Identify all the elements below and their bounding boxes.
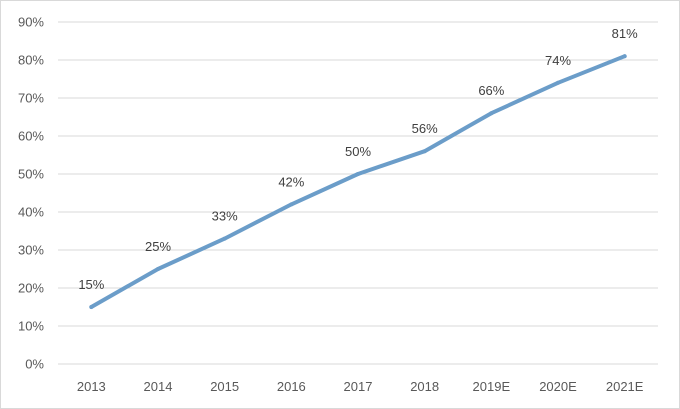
x-tick-label: 2017 bbox=[344, 379, 373, 394]
x-axis-tick-labels: 2013 2014 2015 2016 2017 2018 2019E 2020E 2021E bbox=[77, 379, 644, 394]
data-point bbox=[422, 149, 427, 154]
data-label: 15% bbox=[78, 277, 104, 292]
x-tick-label: 2021E bbox=[606, 379, 644, 394]
data-labels: 15% 25% 33% 42% 50% 56% 66% 74% 81% bbox=[78, 26, 638, 292]
data-point bbox=[556, 80, 560, 85]
y-tick-label: 90% bbox=[18, 15, 44, 30]
y-tick-label: 20% bbox=[18, 281, 44, 296]
data-label: 25% bbox=[145, 239, 171, 254]
data-label: 66% bbox=[478, 83, 504, 98]
data-point bbox=[356, 172, 360, 176]
y-tick-label: 40% bbox=[18, 205, 44, 220]
data-point bbox=[156, 267, 160, 271]
x-tick-label: 2013 bbox=[77, 379, 106, 394]
y-tick-label: 10% bbox=[18, 319, 44, 334]
gridlines bbox=[58, 21, 658, 365]
x-tick-label: 2016 bbox=[277, 379, 306, 394]
x-tick-label: 2015 bbox=[210, 379, 239, 394]
data-label: 50% bbox=[345, 144, 371, 159]
series-layer bbox=[89, 54, 627, 309]
y-tick-label: 80% bbox=[18, 53, 44, 68]
x-tick-label: 2018 bbox=[410, 379, 439, 394]
y-tick-label: 70% bbox=[18, 91, 44, 106]
data-point bbox=[489, 111, 494, 116]
y-tick-label: 60% bbox=[18, 129, 44, 144]
data-label: 42% bbox=[278, 174, 304, 189]
x-tick-label: 2019E bbox=[473, 379, 511, 394]
data-label: 33% bbox=[212, 209, 238, 224]
data-point bbox=[289, 202, 294, 207]
x-tick-label: 2014 bbox=[144, 379, 173, 394]
data-label: 81% bbox=[612, 26, 638, 41]
x-tick-label: 2020E bbox=[539, 379, 577, 394]
data-point bbox=[622, 54, 627, 59]
data-label: 56% bbox=[412, 121, 438, 136]
y-tick-label: 50% bbox=[18, 167, 44, 182]
data-point bbox=[89, 305, 94, 309]
y-tick-label: 0% bbox=[25, 357, 44, 372]
data-point bbox=[222, 236, 227, 241]
y-axis-tick-labels: 0% 10% 20% 30% 40% 50% 60% 70% 80% 90% bbox=[18, 15, 44, 372]
y-tick-label: 30% bbox=[18, 243, 44, 258]
data-label: 74% bbox=[545, 53, 571, 68]
series-line bbox=[89, 54, 627, 309]
